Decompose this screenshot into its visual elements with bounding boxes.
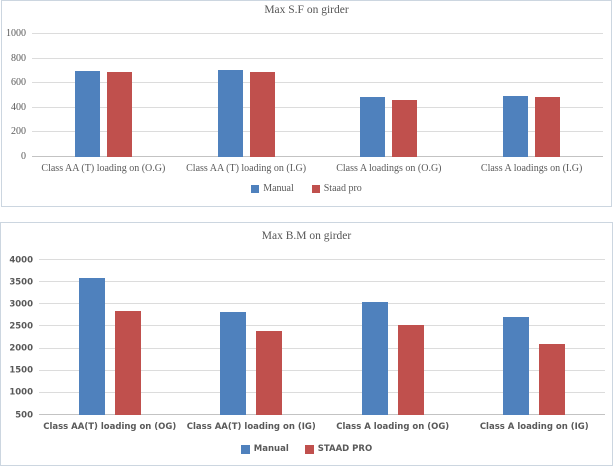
legend: Manual STAAD PRO — [1, 444, 612, 454]
y-axis-tick-label: 600 — [11, 77, 26, 89]
gridline — [39, 391, 605, 393]
gridline — [39, 259, 605, 260]
bar-group — [32, 34, 175, 157]
legend-label: Manual — [253, 444, 289, 454]
y-axis-tick-label: 3000 — [9, 299, 33, 310]
y-axis-tick-label: 500 — [15, 409, 33, 420]
bar-staad-pro — [397, 324, 424, 415]
bar-manual — [503, 316, 530, 415]
y-axis-tick-label: 200 — [11, 126, 26, 138]
gridline — [32, 131, 603, 133]
category-label: Class AA (T) loading on (I.G) — [186, 163, 307, 174]
category-label: Class AA(T) loading on (IG) — [186, 422, 316, 432]
bar-manual — [360, 97, 386, 157]
category-label: Class AA(T) loading on (OG) — [43, 422, 177, 432]
y-axis-tick-label: 1000 — [9, 387, 33, 398]
y-axis: 0 200 400 600 800 1000 — [2, 29, 28, 162]
gridline — [39, 414, 605, 415]
bar-staad-pro — [106, 72, 132, 157]
category-axis: Class AA (T) loading on (O.G) Class AA (T… — [32, 163, 603, 179]
gridline — [39, 281, 605, 283]
legend-color-swatch — [240, 444, 250, 454]
y-axis-tick-label: 1000 — [6, 28, 26, 39]
bar-staad-pro — [249, 71, 275, 157]
bar-manual — [217, 70, 243, 157]
bar-manual — [503, 95, 529, 157]
legend-color-swatch — [311, 184, 320, 193]
plot-area — [32, 33, 603, 157]
bar-manual — [361, 301, 388, 415]
bar-staad-pro — [114, 310, 141, 415]
category-axis: Class AA(T) loading on (OG) Class AA(T) l… — [39, 422, 605, 436]
category-label: Class A loading on (OG) — [336, 422, 450, 432]
legend: Manual Staad pro — [2, 183, 611, 194]
category-label: Class A loadings on (I.G) — [480, 163, 583, 174]
legend-label: Staad pro — [323, 183, 362, 194]
legend-color-swatch — [304, 444, 314, 454]
bar-staad-pro — [539, 344, 566, 415]
gridline — [39, 369, 605, 371]
legend-color-swatch — [251, 184, 260, 193]
legend-label: Manual — [263, 183, 294, 194]
gridline — [32, 33, 603, 34]
bending-moment-chart: Max B.M on girder 500 1000 1500 2000 2500 300… — [0, 222, 613, 466]
y-axis: 500 1000 1500 2000 2500 3000 3500 4000 — [3, 256, 35, 419]
category-label: Class A loading on (IG) — [479, 422, 589, 432]
bar-staad-pro — [256, 331, 283, 415]
y-axis-tick-label: 0 — [21, 151, 26, 162]
chart-title: Max S.F on girder — [264, 4, 349, 16]
legend-item: Manual — [251, 183, 294, 194]
plot-area — [39, 259, 605, 415]
bar-group — [464, 260, 606, 415]
gridline — [39, 325, 605, 327]
chart-title: Max B.M on girder — [261, 230, 352, 242]
bar-group — [39, 260, 181, 415]
bar-staad-pro — [392, 100, 418, 157]
gridline — [32, 82, 603, 84]
bar-group — [318, 34, 461, 157]
y-axis-tick-label: 800 — [11, 52, 26, 64]
y-axis-tick-label: 4000 — [9, 254, 33, 265]
gridline — [32, 106, 603, 108]
legend-item: STAAD PRO — [304, 444, 373, 454]
y-axis-tick-label: 1500 — [9, 365, 33, 376]
legend-label: STAAD PRO — [317, 444, 373, 454]
bar-group — [322, 260, 464, 415]
bar-group — [175, 34, 318, 157]
bar-group — [181, 260, 323, 415]
bar-staad-pro — [535, 97, 561, 157]
bar-group — [460, 34, 603, 157]
y-axis-tick-label: 2500 — [9, 321, 33, 332]
category-label: Class AA (T) loading on (O.G) — [41, 163, 166, 174]
bar-manual — [78, 278, 105, 415]
y-axis-tick-label: 2000 — [9, 343, 33, 354]
legend-item: Manual — [240, 444, 289, 454]
bar-manual — [74, 70, 100, 157]
gridline — [32, 57, 603, 59]
y-axis-tick-label: 400 — [11, 101, 26, 113]
bar-groups — [39, 260, 605, 415]
bar-groups — [32, 34, 603, 157]
gridline — [39, 303, 605, 305]
gridline — [32, 156, 603, 157]
category-label: Class A loadings on (O.G) — [336, 163, 442, 174]
bar-manual — [220, 311, 247, 415]
gridline — [39, 347, 605, 349]
y-axis-tick-label: 3500 — [9, 276, 33, 287]
shear-force-chart: Max S.F on girder 0 200 400 600 800 1000 Clas… — [1, 0, 612, 207]
legend-item: Staad pro — [311, 183, 362, 194]
